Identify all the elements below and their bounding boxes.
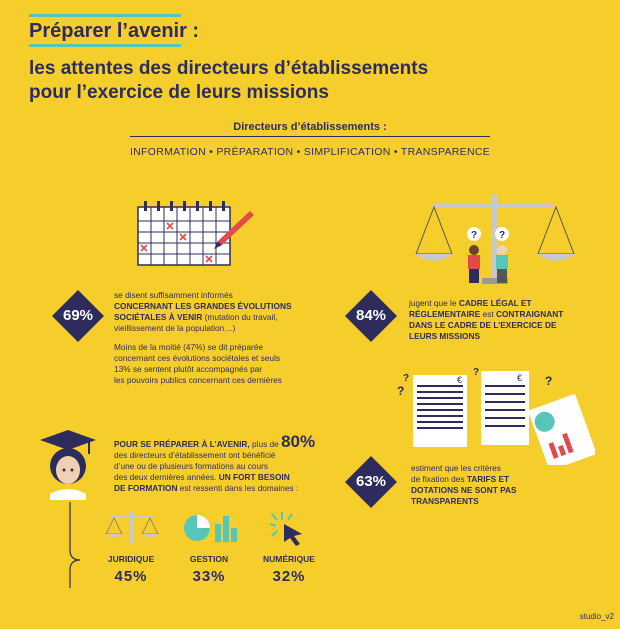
cursor-icon [269, 512, 302, 546]
stat1-badge-shape [52, 290, 104, 342]
domain-numerique-value: 32% [272, 568, 306, 585]
stat3-line: DOTATIONS NE SONT PAS [411, 485, 517, 495]
subtitle-line-1: les attentes des directeurs d’établissem… [29, 58, 429, 79]
stat3-badge-shape [345, 456, 397, 508]
question-mark: ? [545, 374, 552, 388]
chart-icon [184, 515, 237, 542]
stat1-line: CONCERNANT LES GRANDES ÉVOLUTIONS [114, 301, 292, 311]
studio-credit: studio_v2 [579, 612, 614, 621]
calendar-icon [137, 201, 254, 266]
stat2-line: RÉGLEMENTAIRE [409, 309, 481, 319]
stat2-percent: 84% [355, 307, 387, 324]
documents-icon: € € ? ? ? ? [397, 367, 595, 465]
domain-gestion-value: 33% [192, 568, 226, 585]
stat1-note: Moins de la moitié (47%) se dit préparée [114, 342, 263, 352]
question-mark: ? [397, 384, 404, 398]
question-mark: ? [499, 230, 505, 241]
stat2-line: DANS LE CADRE DE L’EXERCICE DE [409, 320, 557, 330]
training-line: d’une ou de plusieurs formations au cour… [114, 461, 269, 471]
stat1-note: les pouvoirs publics concernant ces dern… [114, 375, 282, 385]
stat1-line: vieillissement de la population…) [114, 323, 236, 333]
stat1-text: se disent suffisamment informés CONCERNA… [114, 290, 294, 386]
stat3-text: estiment que les critères de fixation de… [411, 463, 591, 507]
stat1-note: concernant ces évolutions sociétales et … [114, 353, 281, 363]
training-line: POUR SE PRÉPARER À L’AVENIR, [114, 439, 250, 449]
training-line: des directeurs d’établissement ont bénéf… [114, 450, 276, 460]
stat2-line: CADRE LÉGAL ET [458, 298, 532, 308]
title-top-bar [29, 14, 181, 17]
training-text: POUR SE PRÉPARER À L’AVENIR, plus de 80%… [114, 433, 324, 494]
stat2-line: est [480, 309, 496, 319]
stat1-note: 13% se sentent plutôt accompagnés par [114, 364, 263, 374]
stat2-badge-shape [345, 290, 397, 342]
scale-icon: ? ? [414, 194, 576, 284]
bracket-connector [69, 502, 81, 588]
stat3-line: de fixation des [411, 474, 467, 484]
scale-small-icon [105, 512, 159, 544]
domain-numerique-label: NUMÉRIQUE [263, 554, 315, 564]
domain-juridique-value: 45% [114, 568, 148, 585]
page-subtitle: les attentes des directeurs d’établissem… [29, 57, 428, 105]
stat3-line: TARIFS ET [466, 474, 510, 484]
question-mark: ? [471, 230, 477, 241]
directors-rule [130, 136, 490, 137]
title-bottom-bar [29, 44, 181, 47]
stat1-line: se disent suffisamment informés [114, 290, 233, 300]
euro-icon: € [517, 373, 522, 383]
training-highlight: 80% [281, 432, 316, 451]
euro-icon: € [457, 375, 462, 385]
stat3-percent: 63% [355, 473, 387, 490]
graduate-avatar-icon [40, 430, 96, 500]
stat2-line: LEURS MISSIONS [409, 331, 480, 341]
training-line: est ressenti dans les domaines : [177, 483, 299, 493]
training-line: des deux dernières années. [114, 472, 219, 482]
stat3-line: estiment que les critères [411, 463, 501, 473]
stat2-line: CONTRAIGNANT [495, 309, 564, 319]
stat2-text: jugent que le CADRE LÉGAL ET RÉGLEMENTAI… [409, 298, 589, 342]
subtitle-line-2: pour l’exercice de leurs missions [29, 82, 329, 103]
stat1-line: (mutation du travail, [202, 312, 278, 322]
stat2-line: jugent que le [409, 298, 459, 308]
stat1-line: SOCIÉTALES À VENIR [114, 312, 203, 322]
domain-gestion-label: GESTION [189, 554, 229, 564]
page-title: Préparer l’avenir : [29, 20, 200, 42]
question-mark: ? [403, 373, 409, 384]
training-line: plus de [249, 439, 282, 449]
domain-juridique-label: JURIDIQUE [107, 554, 155, 564]
question-mark: ? [473, 367, 479, 378]
keywords: INFORMATION • PRÉPARATION • SIMPLIFICATI… [129, 146, 491, 158]
training-line: DE FORMATION [114, 483, 178, 493]
directors-label: Directeurs d’établissements : [233, 121, 387, 133]
stat1-percent: 69% [62, 307, 94, 324]
training-line: UN FORT BESOIN [218, 472, 290, 482]
stat3-line: TRANSPARENTS [411, 496, 479, 506]
